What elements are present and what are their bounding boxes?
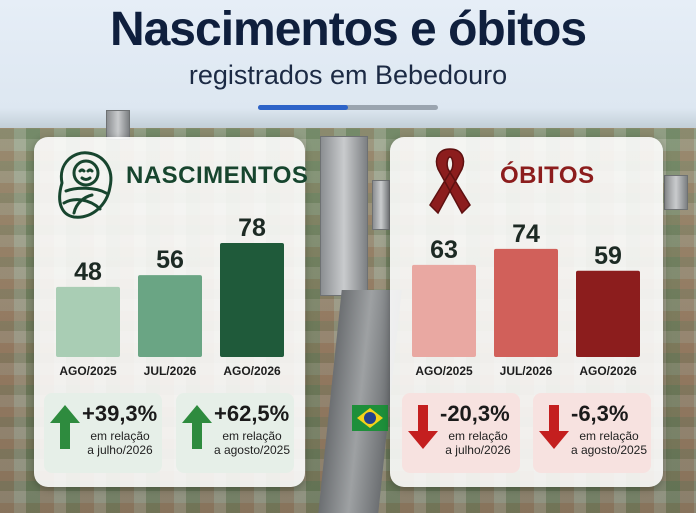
stat-relation: em relação a julho/2026 <box>436 429 520 457</box>
deaths-category-label: AGO/2025 <box>415 364 473 378</box>
stat-relation-line2: a julho/2026 <box>445 443 511 457</box>
stat-relation-line1: em relação <box>90 429 150 443</box>
deaths-panel: ÓBITOS 63 AGO/2025 74 JUL/2026 59 AGO/2026 -2… <box>390 137 663 487</box>
stat-relation: em relação a agosto/2025 <box>210 429 294 457</box>
baby-icon <box>58 151 113 219</box>
stat-relation: em relação a julho/2026 <box>78 429 162 457</box>
arrow-down-icon <box>539 405 569 449</box>
stat-relation-line2: a agosto/2025 <box>570 443 648 457</box>
stat-relation: em relação a agosto/2025 <box>567 429 651 457</box>
deaths-chart: 63 AGO/2025 74 JUL/2026 59 AGO/2026 <box>412 220 640 378</box>
header-divider-accent <box>258 105 348 110</box>
deaths-bar-JUL/2026 <box>494 248 558 357</box>
births-stat-2: +62,5% em relação a agosto/2025 <box>176 393 294 473</box>
stat-relation-line2: a julho/2026 <box>87 443 153 457</box>
arrow-up-icon <box>50 405 80 449</box>
building-small <box>372 180 390 230</box>
births-value-label: 48 <box>74 258 102 286</box>
stat-relation-line1: em relação <box>222 429 282 443</box>
deaths-value-label: 59 <box>594 242 622 270</box>
stat-relation-line2: a agosto/2025 <box>213 443 291 457</box>
deaths-category-label: AGO/2026 <box>579 364 637 378</box>
deaths-value-label: 63 <box>430 236 458 264</box>
births-category-label: AGO/2026 <box>223 364 281 378</box>
stat-relation-line1: em relação <box>579 429 639 443</box>
births-value-label: 78 <box>238 214 266 242</box>
page-title: Nascimentos e óbitos <box>109 3 587 56</box>
stat-percent: -6,3% <box>571 401 629 426</box>
stat-relation-line1: em relação <box>448 429 508 443</box>
stat-percent: +39,3% <box>82 401 158 426</box>
building-right <box>664 175 688 210</box>
deaths-category-label: JUL/2026 <box>500 364 553 378</box>
births-category-label: JUL/2026 <box>144 364 197 378</box>
births-bar-JUL/2026 <box>138 275 202 357</box>
page-subtitle: registrados em Bebedouro <box>188 60 508 90</box>
births-value-label: 56 <box>156 246 184 274</box>
births-category-label: AGO/2025 <box>59 364 117 378</box>
header-divider <box>258 105 438 110</box>
building-left <box>106 110 130 140</box>
deaths-value-label: 74 <box>512 220 540 248</box>
brazil-flag-icon <box>352 405 388 431</box>
stat-percent: -20,3% <box>440 401 510 426</box>
births-stat-1: +39,3% em relação a julho/2026 <box>44 393 162 473</box>
deaths-stat-2: -6,3% em relação a agosto/2025 <box>533 393 651 473</box>
deaths-bar-AGO/2026 <box>576 270 640 357</box>
births-bar-AGO/2025 <box>56 286 120 357</box>
building-tall <box>320 136 368 296</box>
arrow-down-icon <box>408 405 438 449</box>
deaths-bar-AGO/2025 <box>412 264 476 357</box>
births-bar-AGO/2026 <box>220 243 284 357</box>
births-chart: 48 AGO/2025 56 JUL/2026 78 AGO/2026 <box>56 214 284 378</box>
deaths-title: ÓBITOS <box>500 162 595 189</box>
births-panel: NASCIMENTOS 48 AGO/2025 56 JUL/2026 78 AGO/20… <box>34 137 309 487</box>
stat-percent: +62,5% <box>214 401 290 426</box>
births-title: NASCIMENTOS <box>126 162 309 189</box>
ribbon-icon <box>429 148 471 215</box>
deaths-stat-1: -20,3% em relação a julho/2026 <box>402 393 520 473</box>
arrow-up-icon <box>182 405 212 449</box>
